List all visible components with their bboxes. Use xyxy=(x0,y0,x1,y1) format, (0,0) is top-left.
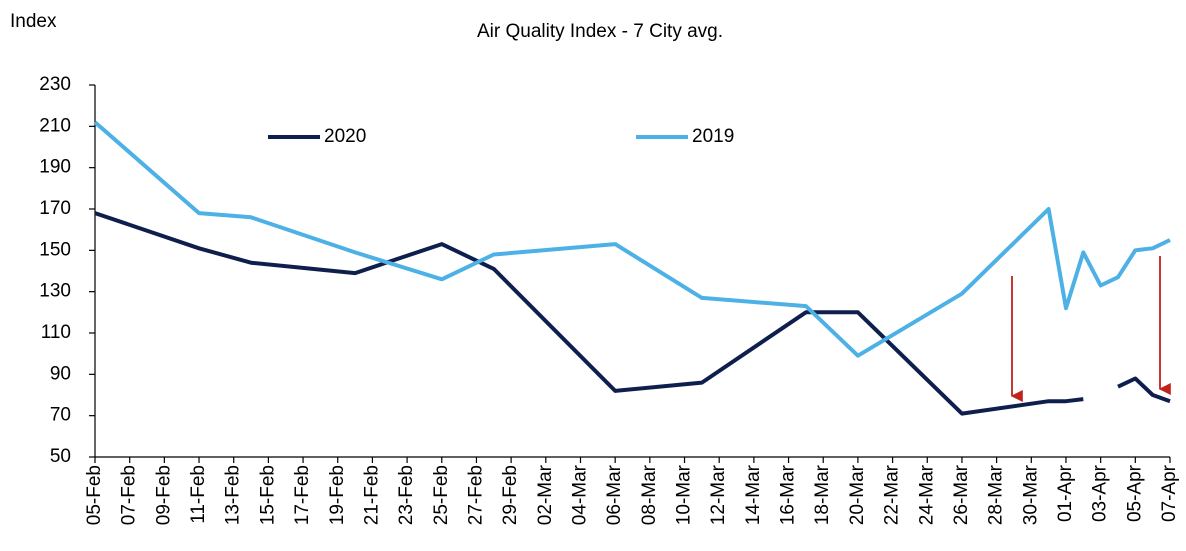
y-tick-label: 170 xyxy=(39,198,71,219)
x-tick-label: 24-Mar xyxy=(916,464,937,525)
y-tick-label: 190 xyxy=(39,157,71,178)
y-tick-label: 70 xyxy=(50,405,71,426)
x-tick-label: 28-Mar xyxy=(986,464,1007,525)
y-tick-label: 110 xyxy=(41,322,71,343)
x-tick-label: 06-Mar xyxy=(604,464,625,525)
x-tick-label: 07-Apr xyxy=(1159,464,1180,522)
x-tick-label: 07-Feb xyxy=(119,465,140,525)
series-line xyxy=(93,120,1171,358)
x-tick-label: 26-Mar xyxy=(951,464,972,525)
y-axis-label: Index xyxy=(10,11,57,32)
x-tick-label: 09-Feb xyxy=(153,465,174,525)
x-tick-label: 25-Feb xyxy=(431,465,452,525)
x-tick-label: 27-Feb xyxy=(465,465,486,525)
x-tick-label: 04-Mar xyxy=(569,464,590,525)
x-tick-label: 05-Apr xyxy=(1124,464,1145,522)
x-tick-label: 14-Mar xyxy=(743,464,764,525)
x-tick-label: 02-Mar xyxy=(535,464,556,525)
x-tick-label: 08-Mar xyxy=(639,464,660,525)
legend-label: 2020 xyxy=(324,126,366,147)
x-tick-label: 17-Feb xyxy=(292,465,313,525)
x-tick-label: 30-Mar xyxy=(1020,464,1041,525)
x-tick-label: 13-Feb xyxy=(223,465,244,525)
series-line xyxy=(1117,376,1171,404)
x-tick-label: 16-Mar xyxy=(778,464,799,525)
legend-label: 2019 xyxy=(692,126,734,147)
x-tick-label: 22-Mar xyxy=(882,464,903,525)
x-tick-label: 05-Feb xyxy=(84,465,105,525)
y-tick-label: 210 xyxy=(39,115,71,136)
y-tick-label: 150 xyxy=(39,239,71,260)
x-tick-label: 01-Apr xyxy=(1055,464,1076,522)
x-tick-label: 20-Mar xyxy=(847,464,868,525)
y-tick-label: 90 xyxy=(50,363,71,384)
x-tick-label: 03-Apr xyxy=(1090,464,1111,522)
y-tick-label: 130 xyxy=(39,281,71,302)
chart-title: Air Quality Index - 7 City avg. xyxy=(477,21,723,42)
y-tick-label: 50 xyxy=(50,446,71,467)
x-tick-label: 11-Feb xyxy=(188,465,209,524)
x-tick-label: 15-Feb xyxy=(257,465,278,525)
x-tick-label: 12-Mar xyxy=(708,464,729,525)
y-tick-label: 230 xyxy=(39,74,71,95)
x-tick-label: 10-Mar xyxy=(674,464,695,525)
x-tick-label: 29-Feb xyxy=(500,465,521,525)
x-tick-label: 21-Feb xyxy=(361,465,382,525)
x-tick-label: 18-Mar xyxy=(812,464,833,525)
x-tick-label: 19-Feb xyxy=(327,465,348,525)
series-line xyxy=(94,211,1084,416)
x-tick-label: 23-Feb xyxy=(396,465,417,525)
